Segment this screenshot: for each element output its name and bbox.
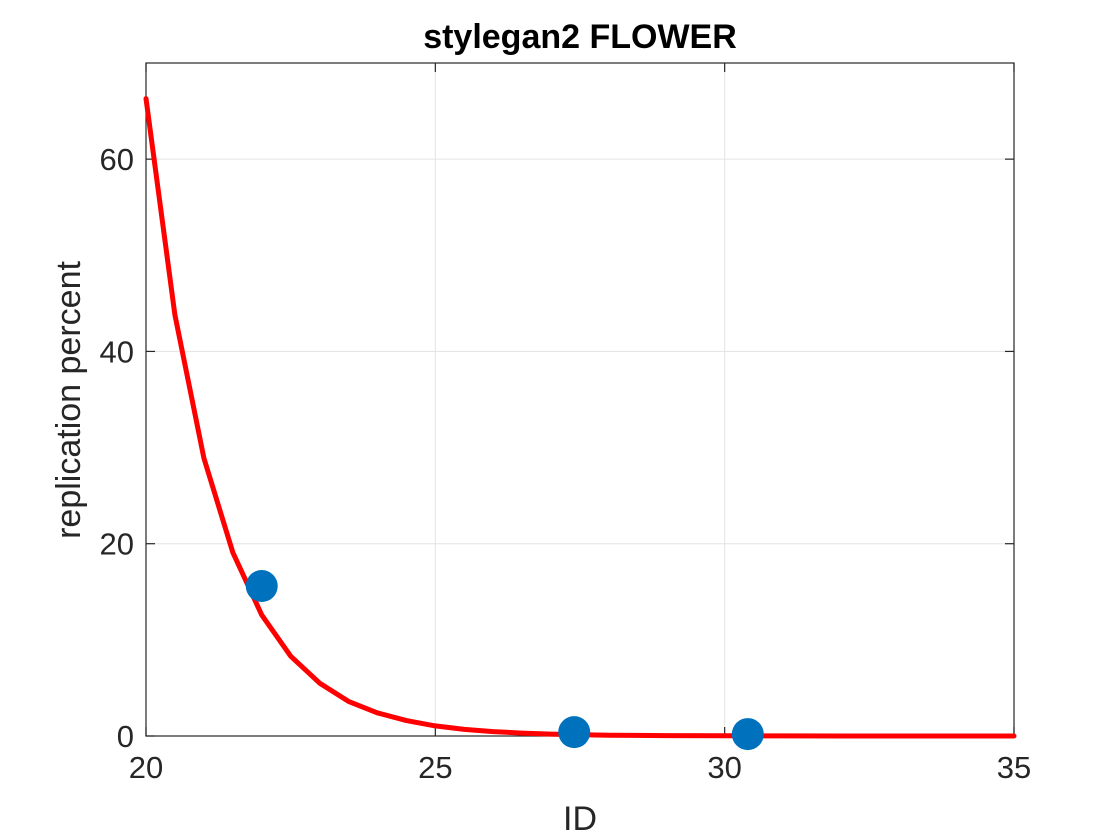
data-point (558, 716, 591, 749)
x-tick-label: 25 (418, 750, 452, 785)
y-tick-label: 60 (100, 142, 134, 177)
data-point (245, 570, 278, 603)
x-tick-label: 20 (129, 750, 163, 785)
y-tick-label: 20 (100, 527, 134, 562)
x-tick-label: 35 (997, 750, 1031, 785)
series-layer (143, 96, 1017, 751)
data-point (731, 718, 764, 751)
x-tick-label: 30 (707, 750, 741, 785)
y-tick-label: 0 (117, 719, 134, 754)
y-axis-label: replication percent (50, 261, 88, 539)
x-axis-label: ID (563, 800, 597, 838)
y-tick-label: 40 (100, 334, 134, 369)
chart-title: stylegan2 FLOWER (423, 18, 737, 56)
